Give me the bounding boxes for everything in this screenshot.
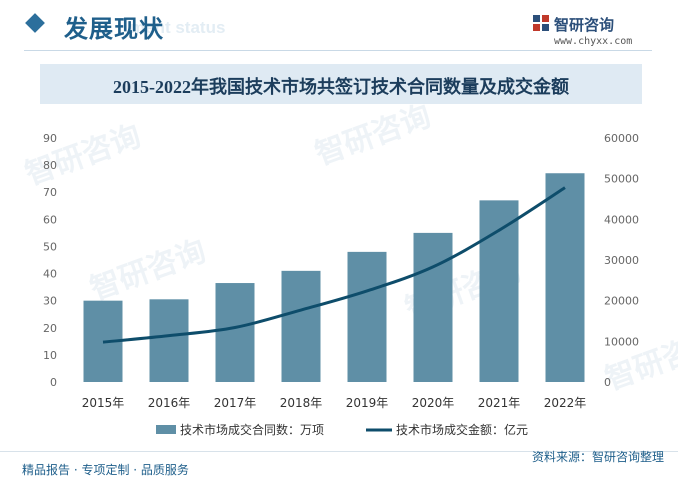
- x-tick-label: 2021年: [478, 396, 521, 410]
- footer-divider: [0, 451, 678, 452]
- bar: [281, 270, 321, 382]
- brand: 智研咨询 www.chyxx.com: [532, 14, 652, 54]
- right-tick-label: 20000: [604, 295, 639, 308]
- x-tick-label: 2020年: [412, 396, 455, 410]
- legend-bar-swatch: [156, 425, 176, 434]
- x-tick-label: 2022年: [544, 396, 587, 410]
- left-tick-label: 80: [43, 159, 57, 172]
- right-tick-label: 0: [604, 376, 611, 389]
- left-tick-label: 60: [43, 213, 57, 226]
- bar: [215, 283, 255, 382]
- x-tick-label: 2017年: [214, 396, 257, 410]
- left-tick-label: 30: [43, 295, 57, 308]
- left-tick-label: 70: [43, 186, 57, 199]
- bar: [479, 200, 519, 382]
- right-tick-label: 30000: [604, 254, 639, 267]
- chart-title: 2015-2022年我国技术市场共签订技术合同数量及成交金额: [113, 77, 569, 97]
- watermark: 智研咨询: [21, 119, 146, 193]
- left-tick-label: 20: [43, 322, 57, 335]
- bar: [347, 251, 387, 382]
- header-title: 发展现状: [64, 15, 164, 43]
- header-subtitle: ment status: [130, 18, 226, 37]
- bar: [149, 299, 189, 382]
- x-tick-label: 2015年: [82, 396, 125, 410]
- left-tick-label: 10: [43, 349, 57, 362]
- right-tick-label: 10000: [604, 335, 639, 348]
- left-tick-label: 50: [43, 240, 57, 253]
- legend-line-label: 技术市场成交金额：亿元: [396, 422, 528, 437]
- chart-title-bar: 2015-2022年我国技术市场共签订技术合同数量及成交金额: [40, 64, 642, 104]
- line-series: [102, 186, 566, 344]
- watermark: 智研咨询: [311, 99, 436, 173]
- left-tick-label: 40: [43, 268, 57, 281]
- left-tick-label: 90: [43, 132, 57, 145]
- x-tick-label: 2016年: [148, 396, 191, 410]
- x-axis: 2015年 2016年 2017年 2018年 2019年 2020年 2021年 2022年: [82, 396, 587, 410]
- right-axis: 0 10000 20000 30000 40000 50000 60000: [604, 132, 639, 389]
- header-divider: [24, 50, 652, 51]
- left-axis: 0 10 20 30 40 50 60 70 80 90: [43, 132, 57, 389]
- right-tick-label: 50000: [604, 173, 639, 186]
- header: ment status 发展现状 智研咨询 www.chyxx.com: [0, 0, 678, 56]
- right-tick-label: 40000: [604, 213, 639, 226]
- amount-line: [102, 186, 566, 344]
- x-tick-label: 2019年: [346, 396, 389, 410]
- legend-bar-label: 技术市场成交合同数：万项: [180, 422, 324, 437]
- legend: 技术市场成交合同数：万项 技术市场成交金额：亿元: [156, 422, 528, 437]
- bar: [545, 173, 585, 382]
- right-tick-label: 60000: [604, 132, 639, 145]
- left-tick-label: 0: [50, 376, 57, 389]
- watermark: 智研咨询: [86, 234, 211, 308]
- footer-source: 资料来源：智研咨询整理: [531, 450, 664, 464]
- footer-tagline: 精品报告 · 专项定制 · 品质服务: [22, 463, 189, 477]
- bar: [413, 232, 453, 382]
- x-tick-label: 2018年: [280, 396, 323, 410]
- brand-name: 智研咨询: [554, 16, 615, 34]
- brand-url: www.chyxx.com: [554, 36, 633, 47]
- brand-logo-icon: [533, 15, 549, 31]
